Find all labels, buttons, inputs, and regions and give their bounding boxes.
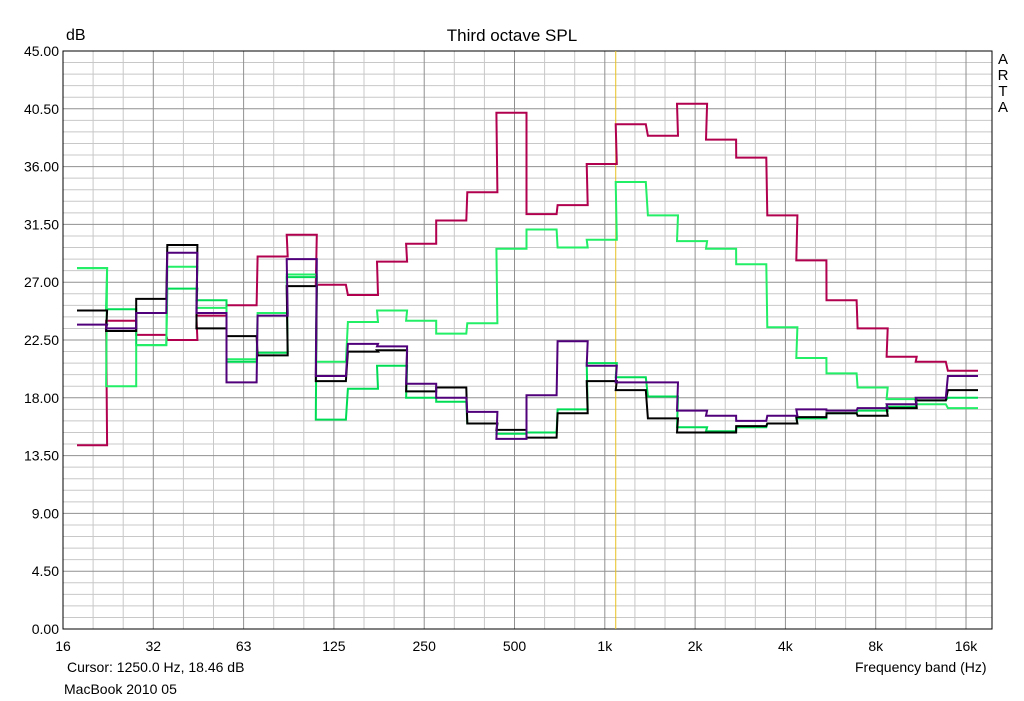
x-tick-label: 1k (597, 638, 613, 654)
series-line (77, 251, 978, 440)
y-tick-label: 0.00 (32, 621, 59, 637)
x-tick-label: 125 (322, 638, 346, 654)
series-layer (77, 102, 978, 447)
y-tick-label: 9.00 (32, 505, 59, 521)
brand-letter: A (997, 51, 1008, 68)
brand-letter: A (997, 99, 1008, 116)
plot-frame (62, 50, 993, 630)
x-tick-label: 16k (955, 638, 979, 654)
y-tick-label: 22.50 (24, 332, 59, 348)
x-tick-label: 8k (868, 638, 884, 654)
y-tick-label: 18.00 (24, 390, 59, 406)
y-tick-label: 45.00 (24, 43, 59, 59)
x-axis-label: Frequency band (Hz) (855, 659, 987, 675)
brand-letter: T (998, 83, 1008, 100)
brand-letter: R (997, 67, 1009, 84)
y-axis-label: dB (66, 27, 86, 44)
y-tick-labels: 0.00 4.50 9.00 13.50 18.00 22.50 27.00 31.50 36.… (24, 43, 59, 637)
y-tick-label: 13.50 (24, 448, 59, 464)
y-tick-label: 40.50 (24, 101, 59, 117)
arta-brand-label: A R T A (994, 52, 1012, 116)
chart-title: Third octave SPL (446, 26, 578, 45)
y-tick-label: 36.00 (24, 159, 59, 175)
x-tick-label: 250 (413, 638, 437, 654)
cursor-readout: Cursor: 1250.0 Hz, 18.46 dB (67, 659, 245, 675)
y-tick-label: 4.50 (32, 563, 59, 579)
x-tick-label: 500 (503, 638, 527, 654)
x-tick-label: 63 (236, 638, 252, 654)
y-tick-label: 27.00 (24, 274, 59, 290)
x-tick-labels: 16 32 63 125 250 500 1k 2k 4k 8k 16k (55, 638, 978, 654)
x-tick-label: 2k (688, 638, 704, 654)
x-tick-label: 16 (55, 638, 71, 654)
x-tick-label: 32 (146, 638, 162, 654)
measurement-name: MacBook 2010 05 (64, 681, 177, 697)
x-tick-label: 4k (778, 638, 794, 654)
y-tick-label: 31.50 (24, 216, 59, 232)
